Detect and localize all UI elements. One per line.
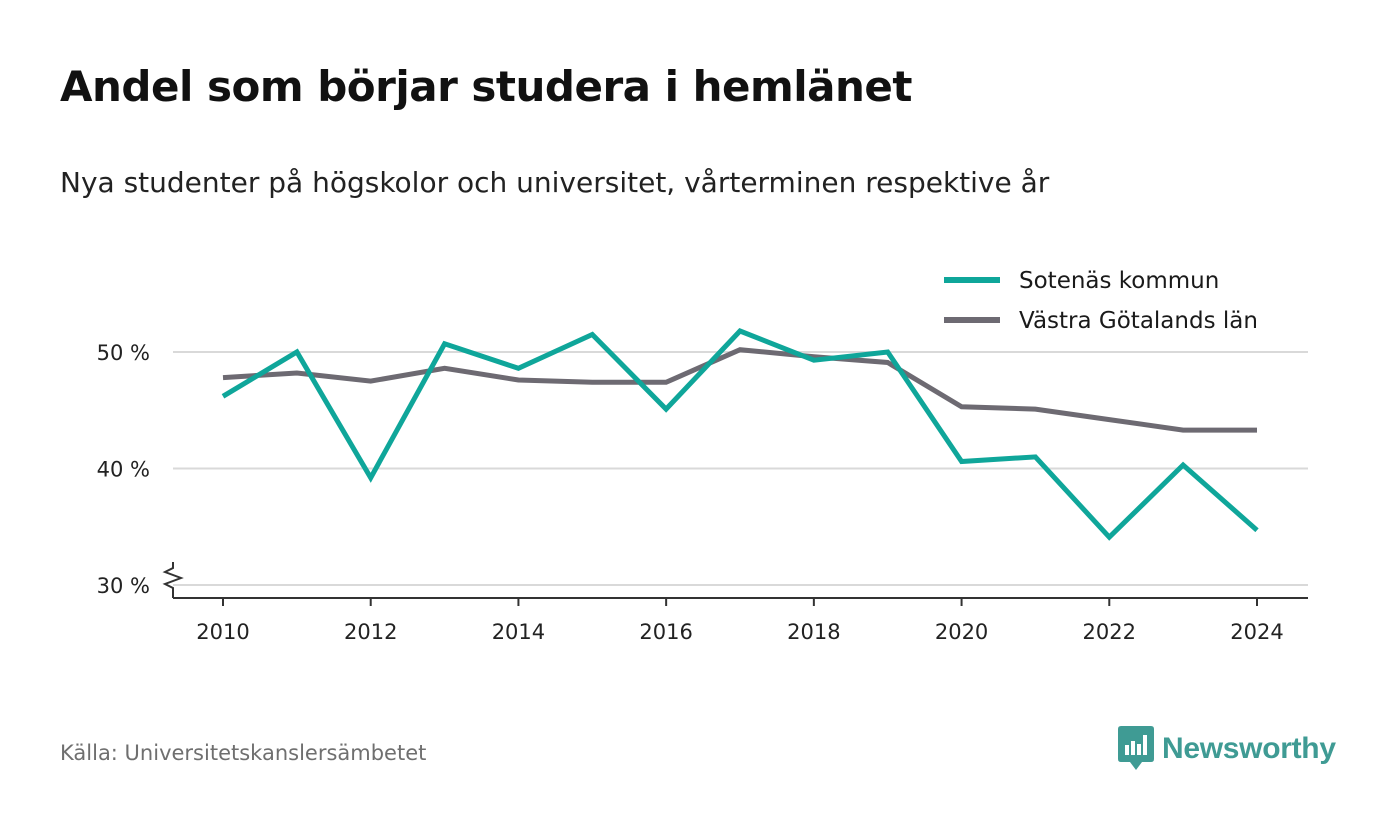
legend-label: Sotenäs kommun (1019, 268, 1219, 294)
series-line-sotenas (221, 328, 1259, 541)
y-axis-labels: 30 % 40 % 50 % (97, 341, 184, 598)
source-note: Källa: Universitetskanslersämbetet (60, 741, 427, 765)
series-lines (221, 328, 1259, 541)
legend-label: Västra Götalands län (1019, 308, 1258, 334)
x-tick-label: 2024 (1230, 620, 1283, 644)
x-tick-label: 2014 (492, 620, 545, 644)
brand-name: Newsworthy (1162, 732, 1336, 765)
series-line-vastra-gotaland (222, 347, 1257, 433)
y-tick-label: 30 % (97, 574, 150, 598)
y-tick-label: 40 % (97, 458, 150, 482)
x-tick-label: 2022 (1083, 620, 1136, 644)
x-tick-label: 2016 (639, 620, 692, 644)
legend: Sotenäs kommun Västra Götalands län (944, 268, 1258, 334)
x-tick-label: 2010 (196, 620, 249, 644)
y-tick-label: 50 % (97, 341, 150, 365)
x-axis: 2010 2012 2014 2016 2018 2020 2022 2024 (173, 597, 1308, 644)
axis-break-icon (162, 562, 184, 598)
x-tick-label: 2020 (935, 620, 988, 644)
chart-subtitle: Nya studenter på högskolor och universit… (60, 166, 1050, 199)
newsworthy-logo-icon (1118, 726, 1154, 770)
brand-logo: Newsworthy (1118, 726, 1336, 772)
x-tick-label: 2012 (344, 620, 397, 644)
grid-lines (173, 351, 1308, 586)
chart-title: Andel som börjar studera i hemlänet (60, 62, 913, 111)
x-tick-label: 2018 (787, 620, 840, 644)
